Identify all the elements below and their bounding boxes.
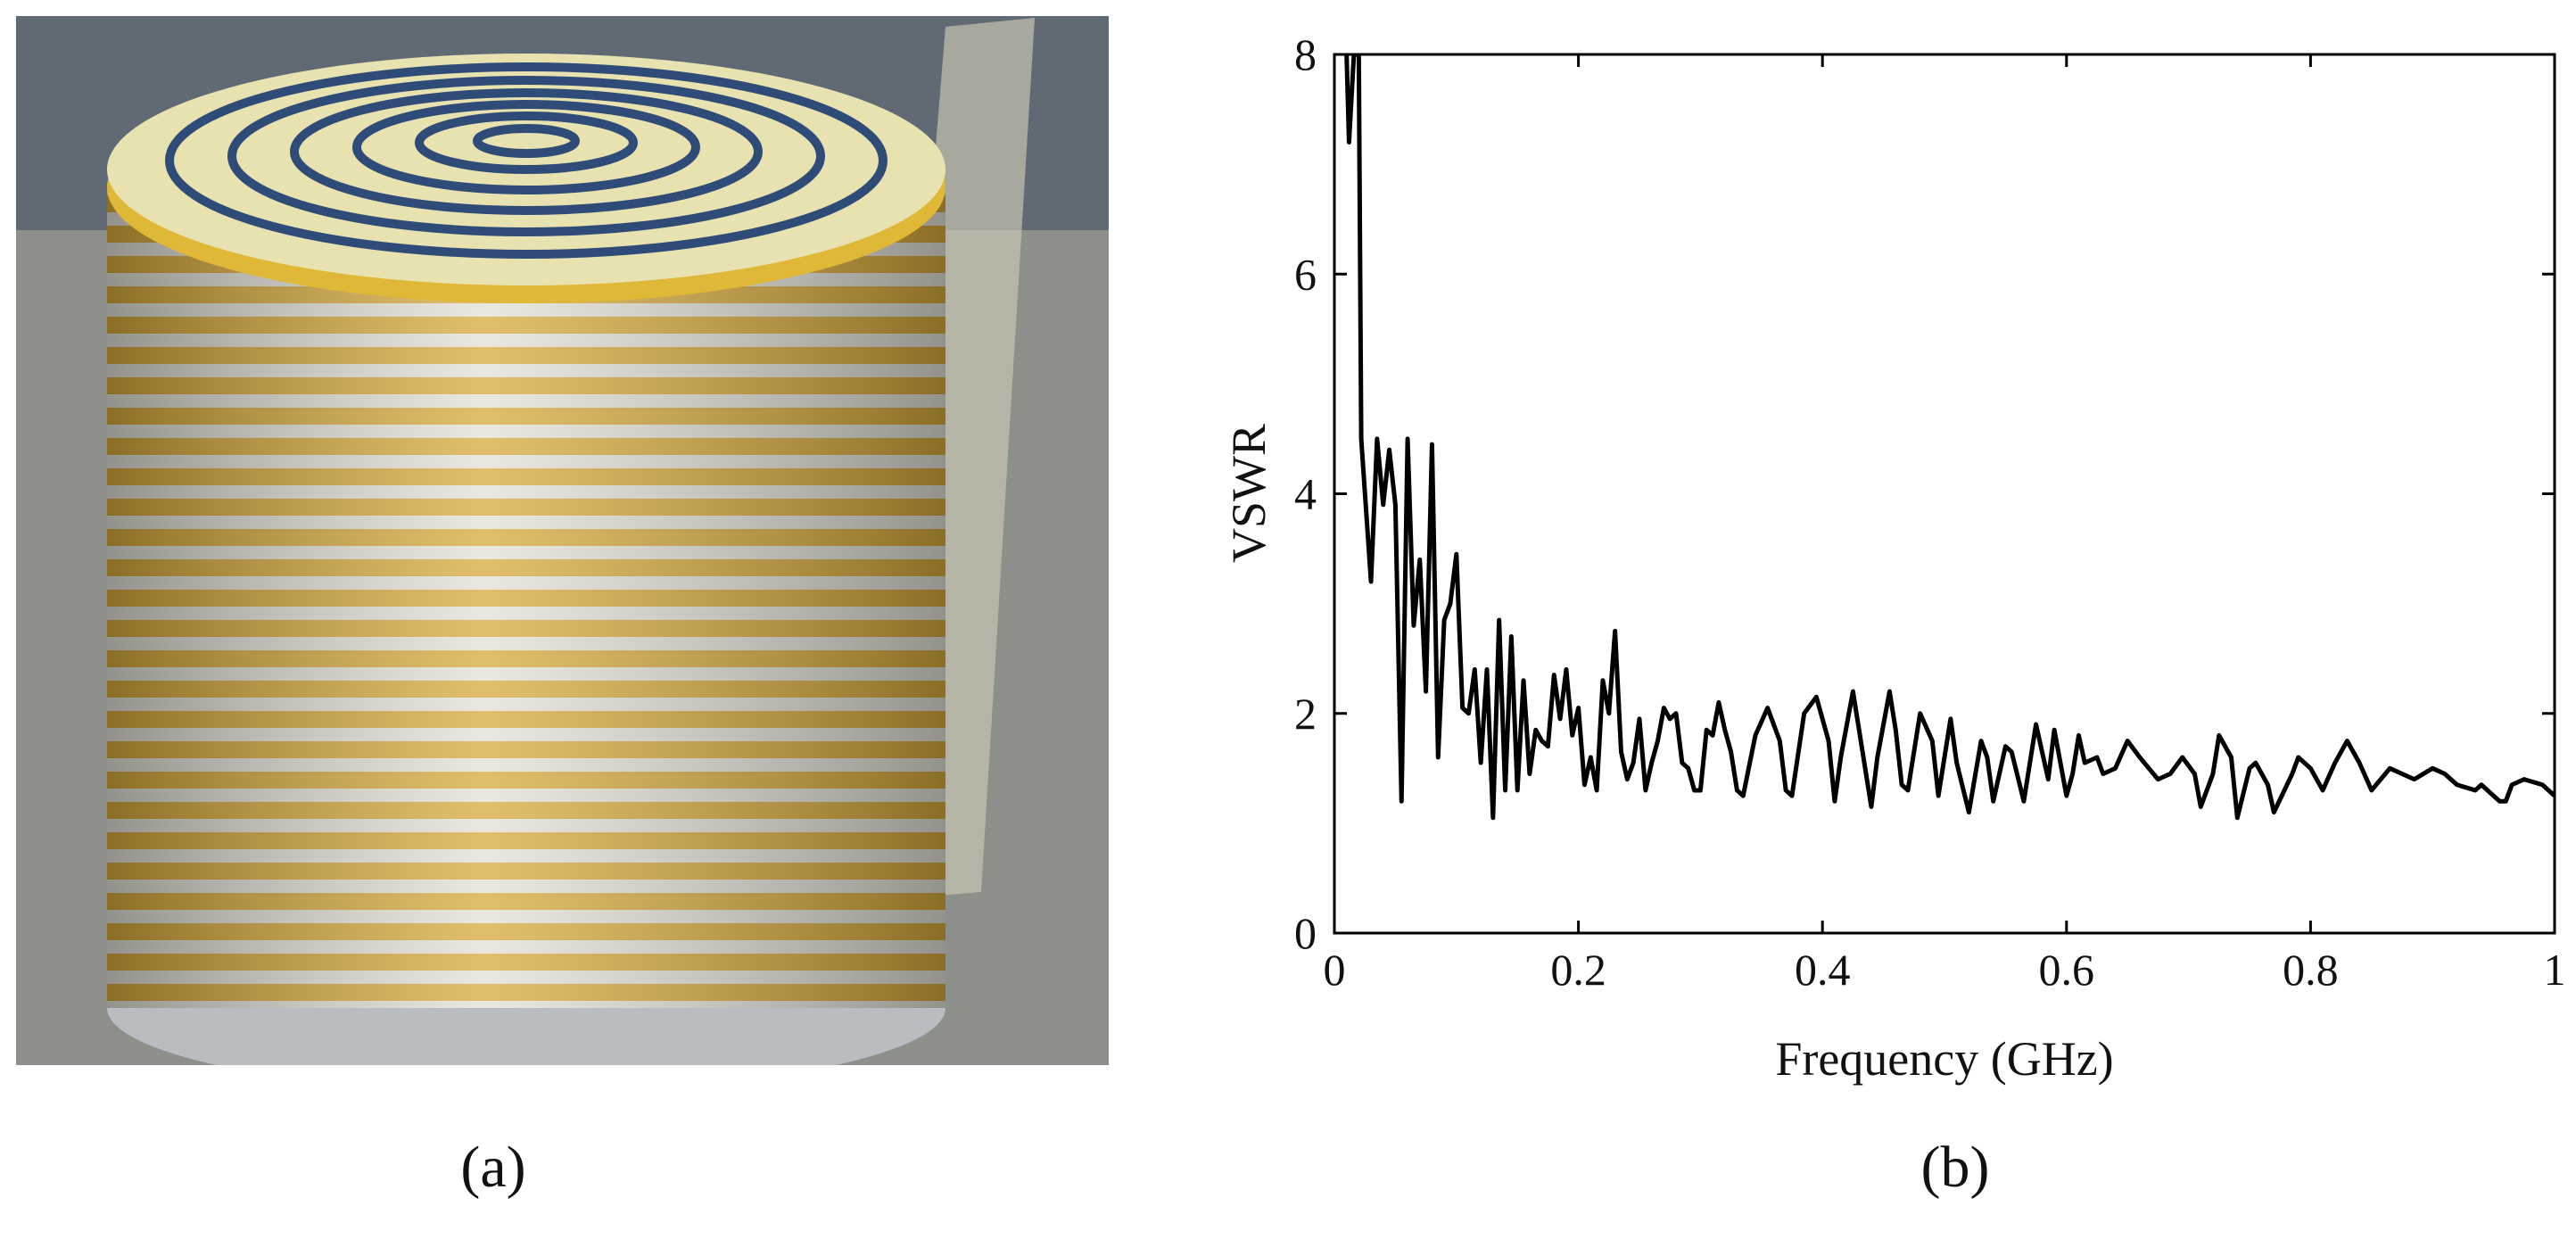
y-axis-label: VSWR — [1222, 424, 1276, 563]
panel-label: (a) — [460, 1135, 525, 1200]
y-tick-label: 0 — [1294, 908, 1317, 958]
x-tick-label: 0.8 — [2283, 945, 2339, 995]
x-tick-label: 0 — [1324, 945, 1346, 995]
data-line — [1344, 54, 2555, 821]
x-tick-label: 1 — [2544, 945, 2566, 995]
x-tick-label: 0.2 — [1550, 945, 1606, 995]
panel-label: (b) — [1921, 1135, 1990, 1200]
y-tick-label: 2 — [1294, 689, 1317, 739]
y-tick-label: 8 — [1294, 29, 1317, 79]
plot-frame — [1333, 53, 2556, 935]
x-axis-label: Frequency (GHz) — [1775, 1032, 2113, 1086]
x-tick-label: 0.4 — [1795, 945, 1851, 995]
x-tick-label: 0.6 — [2039, 945, 2095, 995]
y-tick-label: 4 — [1294, 469, 1317, 519]
y-tick-label: 6 — [1294, 249, 1317, 299]
spiral — [165, 62, 888, 259]
photo — [16, 16, 1109, 1065]
cylinder-shade — [107, 187, 945, 1008]
